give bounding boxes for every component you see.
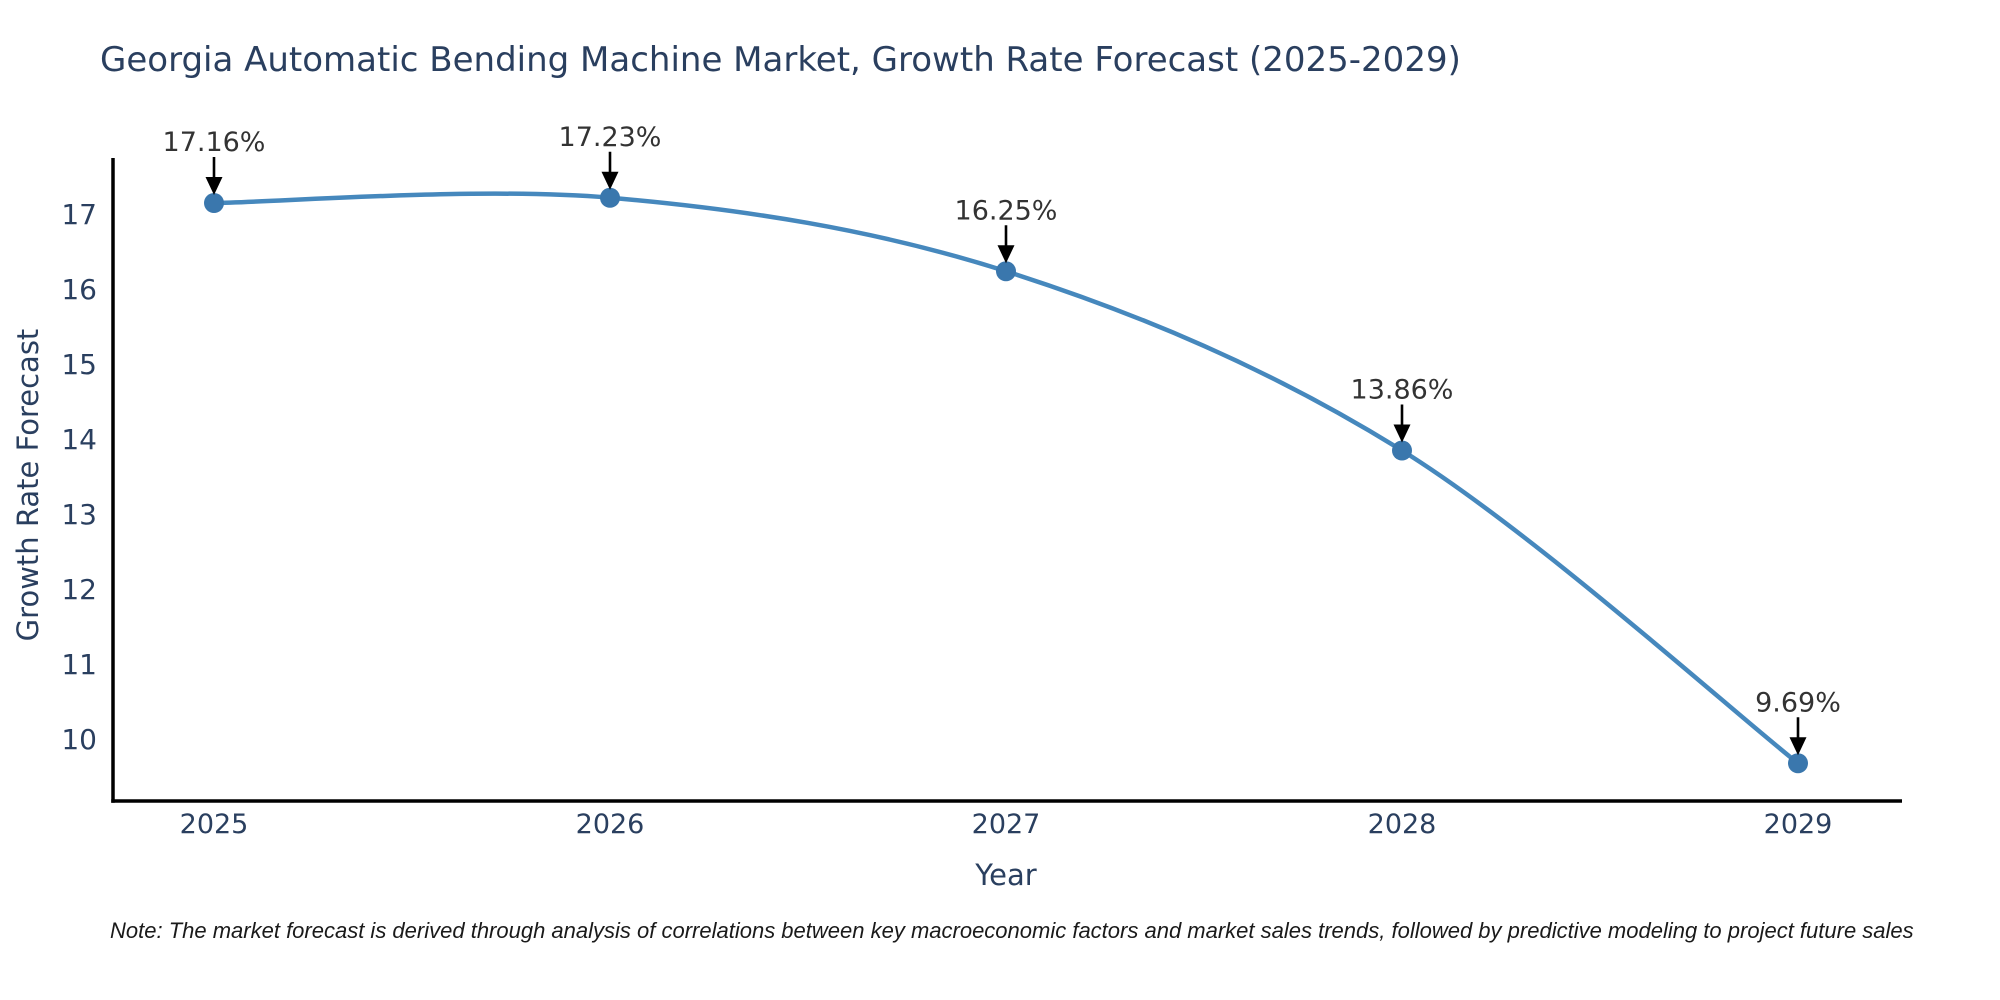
y-tick-label: 10 [61, 723, 97, 756]
footnote: Note: The market forecast is derived thr… [110, 918, 1914, 943]
y-tick-label: 11 [61, 648, 97, 681]
annotation-arrowhead [1393, 424, 1411, 443]
y-axis-title: Growth Rate Forecast [11, 328, 45, 642]
data-point-marker [600, 187, 620, 208]
y-tick-label: 14 [61, 423, 97, 456]
x-tick-label: 2026 [576, 809, 645, 840]
point-annotation-label: 17.16% [163, 127, 266, 158]
annotation-arrowhead [1789, 737, 1807, 756]
y-tick-label: 17 [61, 198, 97, 231]
data-point-marker [1788, 753, 1808, 774]
point-annotation-label: 13.86% [1351, 375, 1454, 406]
x-tick-label: 2027 [972, 809, 1041, 840]
x-tick-label: 2029 [1764, 809, 1833, 840]
y-tick-label: 13 [61, 498, 97, 531]
data-point-marker [1392, 440, 1412, 461]
data-point-marker [996, 261, 1016, 282]
point-annotation-label: 16.25% [955, 195, 1058, 226]
point-annotation-label: 17.23% [559, 122, 662, 153]
x-tick-label: 2025 [180, 809, 249, 840]
annotation-arrowhead [997, 245, 1015, 264]
annotation-arrowhead [601, 171, 619, 190]
trend-line [211, 191, 1801, 766]
chart-title: Georgia Automatic Bending Machine Market… [100, 40, 1461, 80]
x-tick-label: 2028 [1368, 809, 1437, 840]
x-axis-title: Year [975, 858, 1037, 892]
y-tick-label: 12 [61, 573, 97, 606]
y-tick-label: 16 [61, 273, 97, 306]
point-annotation-label: 9.69% [1755, 687, 1841, 718]
data-point-marker [204, 193, 224, 213]
y-tick-label: 15 [61, 348, 97, 381]
annotation-arrowhead [205, 177, 223, 195]
